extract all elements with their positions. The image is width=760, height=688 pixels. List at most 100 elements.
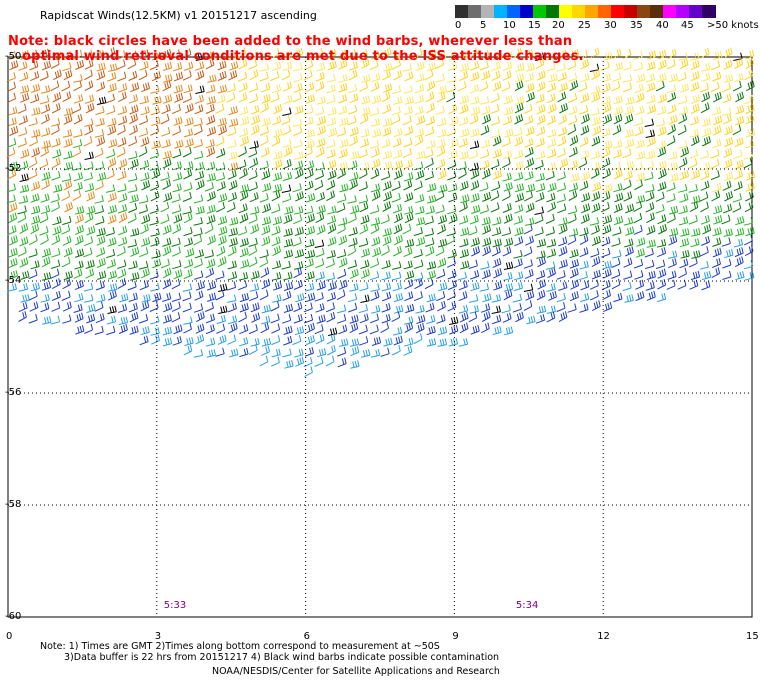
note-line-2: optimal wind retrieval conditions are me… — [22, 49, 584, 64]
wind-barb — [515, 192, 525, 203]
wind-barb — [646, 212, 655, 224]
wind-barb — [578, 82, 588, 93]
wind-barb — [592, 125, 602, 136]
wind-barb — [404, 212, 414, 224]
wind-barb — [293, 139, 303, 149]
wind-barb — [74, 260, 84, 270]
wind-barb — [735, 227, 745, 237]
wind-barb — [569, 267, 579, 279]
wind-barb — [568, 160, 578, 170]
wind-barb — [107, 117, 117, 127]
wind-barb — [536, 70, 546, 81]
wind-barb — [218, 124, 227, 136]
wind-barb — [239, 212, 249, 224]
wind-barb — [645, 129, 655, 138]
wind-barb — [40, 146, 49, 157]
wind-barb — [546, 192, 556, 203]
wind-barb — [239, 247, 249, 258]
wind-barb — [712, 139, 722, 149]
wind-barb — [545, 52, 555, 61]
wind-barb — [678, 216, 689, 226]
wind-barb — [744, 139, 755, 149]
wind-barb — [567, 205, 578, 215]
wind-barb — [338, 59, 348, 70]
wind-barb — [7, 81, 16, 92]
wind-barb — [183, 212, 193, 224]
wind-barb — [567, 124, 577, 136]
wind-barb — [745, 114, 755, 125]
wind-barb — [470, 168, 480, 180]
wind-barb — [579, 180, 589, 191]
wind-barb — [468, 47, 478, 59]
wind-barb — [51, 290, 61, 301]
wind-barb — [413, 180, 423, 191]
wind-barb — [414, 128, 425, 138]
wind-barb — [492, 135, 502, 147]
wind-barb — [239, 106, 249, 116]
wind-barb — [382, 180, 392, 191]
wind-barb — [435, 58, 445, 70]
wind-barb — [337, 314, 347, 324]
wind-barb — [183, 269, 193, 280]
wind-barb — [689, 201, 699, 213]
wind-barb — [721, 237, 731, 247]
wind-barb — [215, 289, 225, 301]
wind-barb — [195, 52, 206, 61]
wind-barb — [261, 169, 271, 180]
wind-barb — [513, 271, 524, 281]
wind-barb — [84, 236, 94, 247]
wind-barb — [139, 60, 149, 71]
wind-barb — [63, 150, 73, 160]
wind-barb — [570, 48, 580, 60]
wind-barb — [348, 104, 358, 115]
wind-barb — [545, 213, 555, 224]
wind-barb — [668, 73, 679, 83]
wind-barb — [129, 113, 138, 125]
wind-barb — [404, 322, 414, 333]
wind-barb — [625, 226, 635, 236]
wind-barb — [162, 150, 172, 160]
wind-barb — [184, 336, 194, 347]
wind-barb — [403, 246, 413, 258]
wind-barb — [611, 161, 621, 171]
wind-barb — [52, 184, 63, 193]
wind-barb — [424, 227, 434, 237]
wind-barb — [106, 325, 116, 336]
wind-barb — [283, 281, 294, 291]
wind-barb — [645, 184, 655, 193]
wind-barb — [141, 180, 151, 191]
wind-barb — [482, 245, 491, 257]
wind-barb — [680, 249, 690, 259]
wind-barb — [558, 236, 568, 247]
wind-barb — [689, 128, 699, 138]
wind-barb — [19, 257, 29, 268]
wind-barb — [392, 282, 402, 292]
wind-barb — [206, 146, 216, 158]
longitude-tick-label: 9 — [452, 631, 459, 642]
wind-barb — [358, 168, 368, 180]
wind-barb — [381, 170, 391, 181]
wind-barb — [227, 334, 237, 345]
wind-barb — [283, 228, 293, 237]
wind-barb — [171, 278, 181, 290]
wind-barb — [314, 292, 324, 302]
wind-barb — [558, 217, 568, 226]
wind-barb — [435, 245, 445, 257]
wind-barb — [743, 151, 753, 160]
wind-barb — [413, 291, 423, 302]
wind-barb — [107, 125, 117, 136]
wind-barb — [40, 205, 51, 215]
wind-barb — [470, 71, 480, 82]
wind-barb — [30, 70, 40, 82]
wind-barb — [238, 203, 248, 214]
wind-barb — [657, 181, 667, 192]
wind-barb — [337, 268, 347, 279]
wind-barb — [403, 85, 413, 94]
wind-barb — [381, 259, 391, 270]
wind-barb — [270, 313, 280, 324]
wind-barb — [248, 237, 258, 247]
wind-barb — [160, 113, 170, 125]
wind-barb — [492, 216, 502, 226]
wind-barb — [338, 257, 348, 268]
